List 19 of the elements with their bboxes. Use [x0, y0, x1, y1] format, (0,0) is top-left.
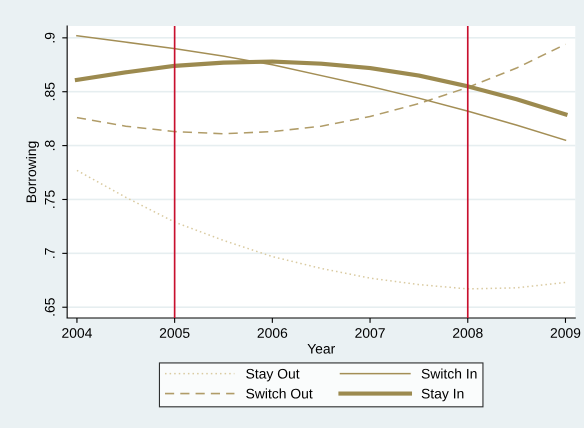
y-axis-title: Borrowing: [26, 142, 39, 202]
x-axis-title: Year: [307, 344, 336, 354]
x-tick-label: 2009: [550, 328, 580, 338]
legend-label: Stay In: [422, 388, 464, 402]
y-tick-label: .8: [44, 140, 55, 150]
legend-label: Stay Out: [246, 368, 300, 382]
legend-label: Switch In: [422, 368, 476, 379]
x-tick-label: 2006: [258, 328, 288, 338]
y-tick-label: .85: [44, 82, 55, 100]
x-tick-label: 2005: [160, 328, 190, 338]
y-tick-label: .7: [45, 248, 55, 258]
legend-label: Switch Out: [246, 388, 313, 399]
line-series: [76, 170, 566, 290]
y-tick-label: .65: [44, 298, 55, 316]
x-tick-label: 2007: [355, 328, 385, 338]
x-tick-label: 2004: [62, 328, 92, 338]
y-tick-label: .9: [44, 32, 55, 42]
x-tick-label: 2008: [453, 328, 483, 338]
y-tick-label: .75: [45, 190, 55, 208]
